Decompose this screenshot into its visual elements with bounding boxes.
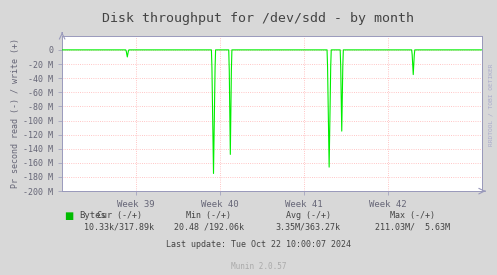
Text: Cur (-/+): Cur (-/+)	[97, 211, 142, 220]
Text: Last update: Tue Oct 22 10:00:07 2024: Last update: Tue Oct 22 10:00:07 2024	[166, 240, 351, 249]
Text: Munin 2.0.57: Munin 2.0.57	[231, 262, 286, 271]
Text: 20.48 /192.06k: 20.48 /192.06k	[174, 222, 244, 231]
Text: 3.35M/363.27k: 3.35M/363.27k	[276, 222, 340, 231]
Text: Min (-/+): Min (-/+)	[186, 211, 231, 220]
Text: Bytes: Bytes	[80, 211, 106, 220]
Text: Max (-/+): Max (-/+)	[390, 211, 435, 220]
Text: Disk throughput for /dev/sdd - by month: Disk throughput for /dev/sdd - by month	[102, 12, 414, 25]
Text: Avg (-/+): Avg (-/+)	[286, 211, 331, 220]
Text: ■: ■	[65, 211, 74, 221]
Text: 10.33k/317.89k: 10.33k/317.89k	[84, 222, 154, 231]
Text: 211.03M/  5.63M: 211.03M/ 5.63M	[375, 222, 450, 231]
Text: RRDTOOL / TOBI OETIKER: RRDTOOL / TOBI OETIKER	[488, 63, 493, 146]
Y-axis label: Pr second read (-) / write (+): Pr second read (-) / write (+)	[11, 39, 20, 188]
